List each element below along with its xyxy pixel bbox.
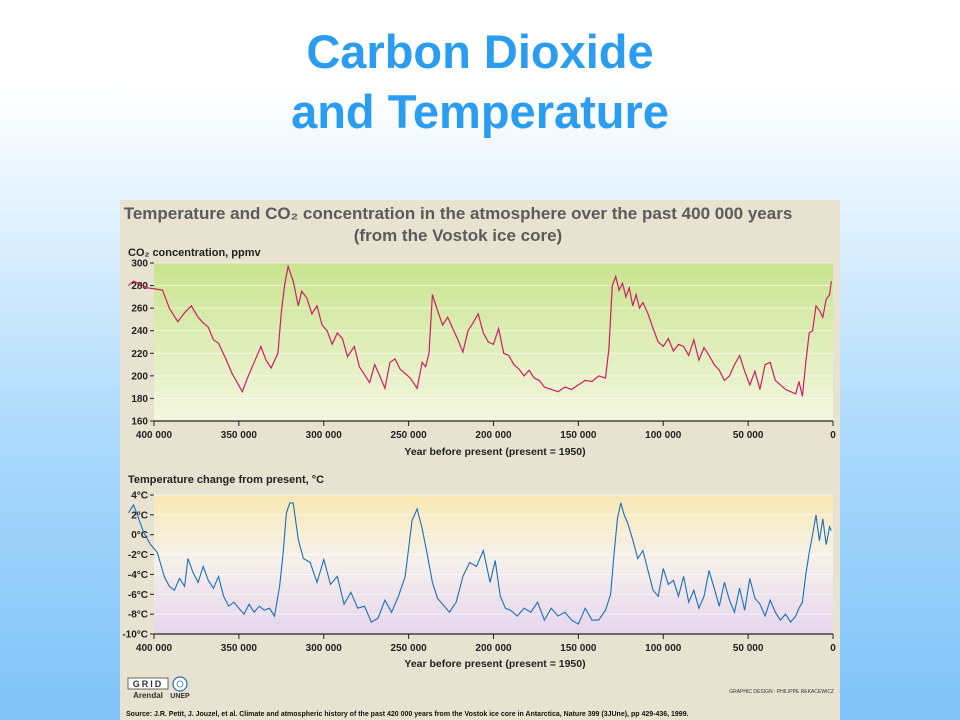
co2-x-tick-label: 150 000 [560, 430, 597, 441]
grid-arendal-logo: GRID Arendal [127, 677, 169, 700]
figure-title-line2: (from the Vostok ice core) [354, 226, 562, 245]
temp-x-ticks: 400 000 350 000 300 000 250 000 200 000 150 0… [136, 634, 836, 654]
temp-x-axis-title: Year before present (present = 1950) [404, 658, 585, 670]
co2-x-tick-label: 200 000 [475, 430, 512, 441]
co2-y-tick-label: 280 [131, 281, 148, 292]
graphic-credit: GRAPHIC DESIGN : PHILIPPE REKACEWICZ [729, 689, 834, 695]
temp-y-tick-label: -6°C [128, 590, 148, 601]
temp-y-tick-label: -10°C [122, 630, 148, 641]
co2-y-tick-label: 300 [131, 259, 148, 270]
temp-plot-area [154, 495, 833, 634]
co2-y-tick-label: 220 [131, 349, 148, 360]
co2-y-tick-label: 200 [131, 371, 148, 382]
temp-y-tick-label: -8°C [128, 610, 148, 621]
temp-y-tick-label: 0°C [131, 530, 148, 541]
co2-series-line [128, 264, 832, 397]
vostok-figure-svg: Temperature and CO₂ concentration in the… [122, 204, 836, 718]
temp-y-tick-label: 4°C [131, 491, 148, 502]
co2-x-tick-label: 100 000 [645, 430, 682, 441]
unep-logo-text: UNEP [170, 693, 190, 700]
co2-x-tick-label: 400 000 [136, 430, 173, 441]
co2-y-tick-label: 240 [131, 326, 148, 337]
unep-emblem-inner-icon [176, 680, 184, 688]
temp-x-tick-label: 250 000 [391, 643, 428, 654]
co2-y-tick-label: 160 [131, 417, 148, 428]
co2-x-tick-label: 250 000 [391, 430, 428, 441]
temp-x-tick-label: 350 000 [221, 643, 258, 654]
co2-x-ticks: 400 000 350 000 300 000 250 000 200 000 150 0… [136, 421, 836, 441]
co2-panel-label: CO₂ concentration, ppmv [128, 247, 262, 259]
temp-series-line [128, 502, 832, 625]
co2-x-axis-title: Year before present (present = 1950) [404, 446, 585, 458]
unep-logo: UNEP [170, 676, 190, 700]
temp-x-tick-label: 0 [830, 643, 836, 654]
co2-y-tick-label: 180 [131, 394, 148, 405]
co2-y-ticks: 160 180 200 220 240 260 280 300 [131, 259, 154, 428]
temp-x-tick-label: 300 000 [306, 643, 343, 654]
vostok-figure: Temperature and CO₂ concentration in the… [120, 200, 840, 720]
co2-x-tick-label: 350 000 [221, 430, 258, 441]
grid-logo-box [127, 677, 169, 690]
co2-plot-area [154, 263, 833, 421]
slide-title-line2: and Temperature [291, 85, 669, 138]
arendal-logo-text: Arendal [133, 691, 163, 700]
slide-title-line1: Carbon Dioxide [306, 25, 654, 78]
figure-title-line1: Temperature and CO₂ concentration in the… [124, 204, 793, 223]
temp-x-tick-label: 100 000 [645, 643, 682, 654]
figure-source: Source: J.R. Petit, J. Jouzel, et al. Cl… [126, 711, 689, 718]
temp-y-tick-label: -2°C [128, 550, 148, 561]
temp-gridlines [154, 494, 833, 635]
temp-x-tick-label: 400 000 [136, 643, 173, 654]
co2-gridlines [154, 262, 833, 422]
temp-y-tick-label: 2°C [131, 510, 148, 521]
grid-logo-text: GRID [133, 679, 164, 689]
temp-y-tick-label: -4°C [128, 570, 148, 581]
co2-x-tick-label: 300 000 [306, 430, 343, 441]
temp-y-ticks: -10°C -8°C -6°C -4°C -2°C 0°C 2°C 4°C [122, 491, 154, 641]
co2-y-tick-label: 260 [131, 304, 148, 315]
temp-panel-label: Temperature change from present, °C [128, 474, 324, 486]
unep-emblem-icon [172, 676, 188, 692]
temp-x-tick-label: 50 000 [733, 643, 764, 654]
temp-x-tick-label: 200 000 [475, 643, 512, 654]
slide-title: Carbon Dioxide and Temperature [0, 22, 960, 142]
co2-x-tick-label: 50 000 [733, 430, 764, 441]
temp-x-tick-label: 150 000 [560, 643, 597, 654]
co2-x-tick-label: 0 [830, 430, 836, 441]
